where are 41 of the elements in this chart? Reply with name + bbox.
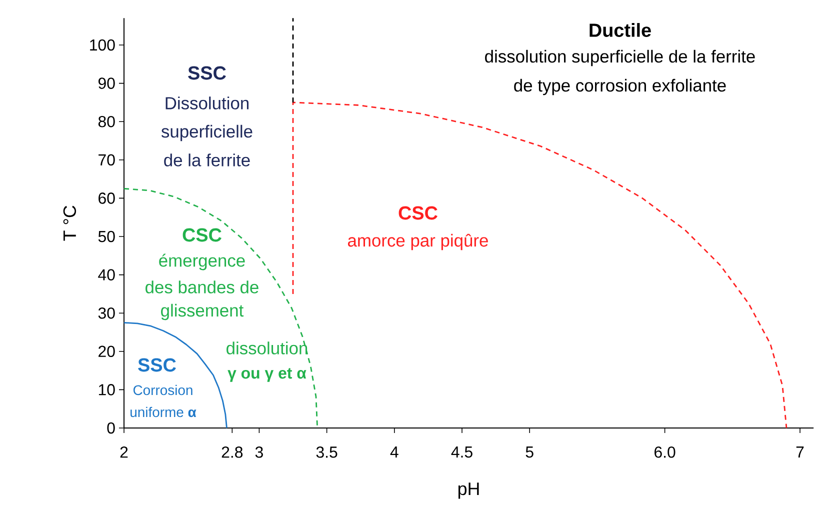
- y-tick-label: 30: [98, 307, 115, 319]
- annotation: de type corrosion exfoliante: [514, 78, 726, 96]
- y-tick-label: 50: [98, 230, 115, 242]
- y-tick-label: 70: [98, 154, 115, 166]
- x-tick-label: 4.5: [451, 446, 472, 458]
- annotation: des bandes de: [146, 280, 258, 294]
- x-axis-title: pH: [458, 482, 479, 499]
- y-tick-label: 20: [98, 346, 115, 358]
- annotation: uniforme α: [130, 406, 196, 418]
- x-tick-label: 2: [120, 446, 128, 458]
- annotation: glissement: [161, 304, 244, 320]
- y-tick-label: 40: [98, 269, 115, 280]
- annotation: dissolution superficielle de la ferrite: [485, 50, 755, 66]
- y-axis-title: T °C: [63, 206, 76, 241]
- x-tick-label: 2.8: [222, 446, 243, 458]
- x-tick-label: 3.5: [316, 446, 338, 458]
- line-series: [123, 322, 228, 429]
- x-tick-label: 3: [255, 446, 263, 458]
- y-tick-label: 90: [98, 78, 115, 89]
- y-tick-label: 80: [98, 116, 115, 128]
- annotation: amorce par piqûre: [348, 234, 488, 250]
- annotation: émergence: [159, 254, 245, 270]
- x-tick-label: 7: [796, 446, 804, 458]
- y-tick-label: 100: [90, 39, 115, 51]
- annotation: de la ferrite: [164, 154, 250, 166]
- y-tick-label: 60: [98, 192, 115, 204]
- annotation: SSC: [138, 358, 176, 372]
- annotation: Ductile: [590, 23, 651, 37]
- annotation: superficielle: [161, 124, 252, 142]
- y-tick-label: 0: [107, 422, 115, 434]
- annotation: Dissolution: [166, 96, 248, 110]
- annotation: SSC: [188, 66, 226, 80]
- annotation: dissolution: [226, 342, 308, 354]
- x-tick-label: 4: [390, 446, 398, 458]
- annotation: CSC: [182, 228, 222, 242]
- x-tick-label: 6.0: [654, 446, 676, 458]
- annotation: γ ou γ et α: [228, 368, 306, 382]
- y-tick-label: 10: [98, 384, 115, 396]
- annotation: CSC: [398, 206, 438, 220]
- annotation: Corrosion: [133, 384, 192, 396]
- x-tick-label: 5: [526, 446, 534, 458]
